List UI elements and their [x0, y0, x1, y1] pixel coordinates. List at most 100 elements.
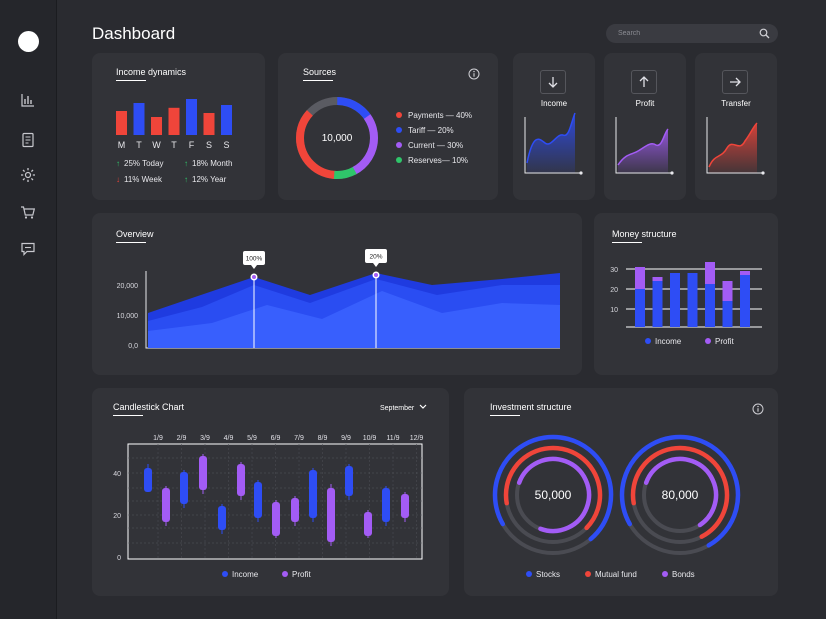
money-income-bar	[670, 273, 680, 327]
legend-dot	[705, 338, 711, 344]
arrow-button[interactable]	[631, 70, 657, 94]
chat-icon[interactable]	[19, 240, 37, 258]
candle-body	[364, 512, 372, 536]
candle-body	[309, 470, 317, 518]
card-title: Money structure	[612, 229, 677, 239]
candle-body	[291, 498, 299, 522]
search-bar[interactable]	[606, 24, 778, 43]
sources-legend-item: Current — 30%	[396, 141, 463, 150]
sources-donut-chart	[296, 97, 378, 179]
gauge-arc	[503, 445, 603, 545]
day-label: M	[118, 140, 126, 150]
candle-date-label: 3/9	[200, 435, 210, 442]
stat-label: 18% Month	[192, 159, 233, 168]
mini-card-label: Income	[540, 99, 568, 108]
card-title: Candlestick Chart	[113, 402, 185, 412]
income-stat: ↑ 12% Year	[184, 175, 226, 184]
arrow-button[interactable]	[540, 70, 566, 94]
period-value: September	[380, 405, 415, 412]
income-bar	[186, 99, 197, 135]
money-income-bar	[687, 273, 698, 327]
gauge-arc	[619, 434, 741, 556]
money-y-tick: 30	[610, 267, 618, 274]
overview-y-tick: 20,000	[117, 283, 139, 290]
candle-body	[401, 494, 409, 518]
day-label: T	[136, 140, 142, 150]
document-icon[interactable]	[19, 131, 37, 149]
candle-y-tick: 0	[117, 555, 121, 562]
gauge-value: 50,000	[535, 488, 572, 502]
mini-card-label: Transfer	[721, 99, 751, 108]
legend-dot	[396, 157, 402, 163]
mini-sparkline-chart	[615, 117, 674, 175]
mini-card-profit[interactable]: Profit	[604, 53, 686, 200]
income-stat: ↓ 11% Week	[116, 175, 162, 184]
info-icon[interactable]	[468, 68, 480, 80]
candle-body	[218, 506, 226, 530]
search-input[interactable]	[618, 26, 748, 41]
money-profit-bar	[705, 262, 715, 284]
candle-date-label: 7/9	[294, 435, 304, 442]
money-profit-bar	[652, 277, 663, 281]
income-stat: ↑ 18% Month	[184, 159, 232, 168]
candlestick-card: Candlestick Chart September 1/9 2/9 3/9 4/9…	[92, 388, 449, 596]
income-stat: ↑ 25% Today	[116, 159, 163, 168]
gauge-value: 80,000	[662, 488, 699, 502]
donut-slice	[296, 97, 378, 179]
axis-end-dot	[761, 171, 765, 175]
overview-marker-label: 100%	[246, 256, 263, 263]
gear-icon[interactable]	[19, 166, 37, 184]
investment-card: Investment structure 50,000 80,000 Stocks M…	[464, 388, 778, 596]
legend-label: Bonds	[672, 570, 695, 579]
overview-card: Overview 20,000 10,000 0,0 100% 20%	[92, 213, 582, 375]
donut-slice	[296, 97, 378, 179]
legend-label: Tariff — 20%	[408, 126, 454, 135]
day-label: F	[189, 140, 195, 150]
investment-gauges: 50,000 80,000 Stocks Mutual fund Bonds	[492, 434, 741, 579]
mini-card-income[interactable]: Income	[513, 53, 595, 200]
bar-chart-icon[interactable]	[19, 91, 37, 109]
money-profit-bar	[740, 271, 750, 275]
legend-label: Stocks	[536, 570, 560, 579]
overview-marker-pointer	[373, 263, 379, 267]
card-title: Income dynamics	[116, 67, 187, 77]
money-income-bar	[652, 277, 663, 327]
period-select[interactable]: September	[380, 404, 427, 412]
candle-date-label: 10/9	[363, 435, 377, 442]
logo[interactable]	[18, 31, 39, 52]
candle-frame	[127, 443, 423, 560]
income-bar	[151, 117, 162, 135]
arrow-up-icon: ↑	[184, 159, 188, 168]
income-bar	[203, 113, 215, 135]
info-icon[interactable]	[752, 403, 764, 415]
legend-label: Income	[232, 570, 259, 579]
day-label: W	[152, 140, 161, 150]
overview-y-tick: 0,0	[128, 343, 138, 350]
candle-body	[345, 466, 353, 496]
overview-marker-dot	[252, 275, 256, 279]
money-income-bar	[722, 281, 733, 327]
arrow-up-icon: ↑	[116, 159, 120, 168]
overview-marker-bubble	[243, 251, 265, 265]
income-bar	[116, 111, 127, 135]
legend-dot	[396, 142, 402, 148]
overview-area-chart: 20,000 10,000 0,0 100% 20%	[117, 249, 560, 350]
card-title: Investment structure	[490, 402, 572, 412]
search-icon[interactable]	[759, 28, 770, 39]
legend-label: Reserves— 10%	[408, 156, 469, 165]
day-label: T	[171, 140, 177, 150]
arrow-up-icon: ↑	[184, 175, 188, 184]
cart-icon[interactable]	[19, 203, 37, 221]
legend-dot	[222, 571, 228, 577]
stat-label: 25% Today	[124, 159, 164, 168]
arrow-button[interactable]	[722, 70, 748, 94]
sidebar	[0, 0, 57, 619]
candle-body	[199, 456, 207, 490]
money-profit-bar	[722, 281, 733, 301]
money-structure-chart: 30 20 10 Income Profit	[610, 262, 762, 346]
legend-dot	[396, 127, 402, 133]
stat-label: 11% Week	[124, 175, 162, 184]
mini-card-transfer[interactable]: Transfer	[695, 53, 777, 200]
